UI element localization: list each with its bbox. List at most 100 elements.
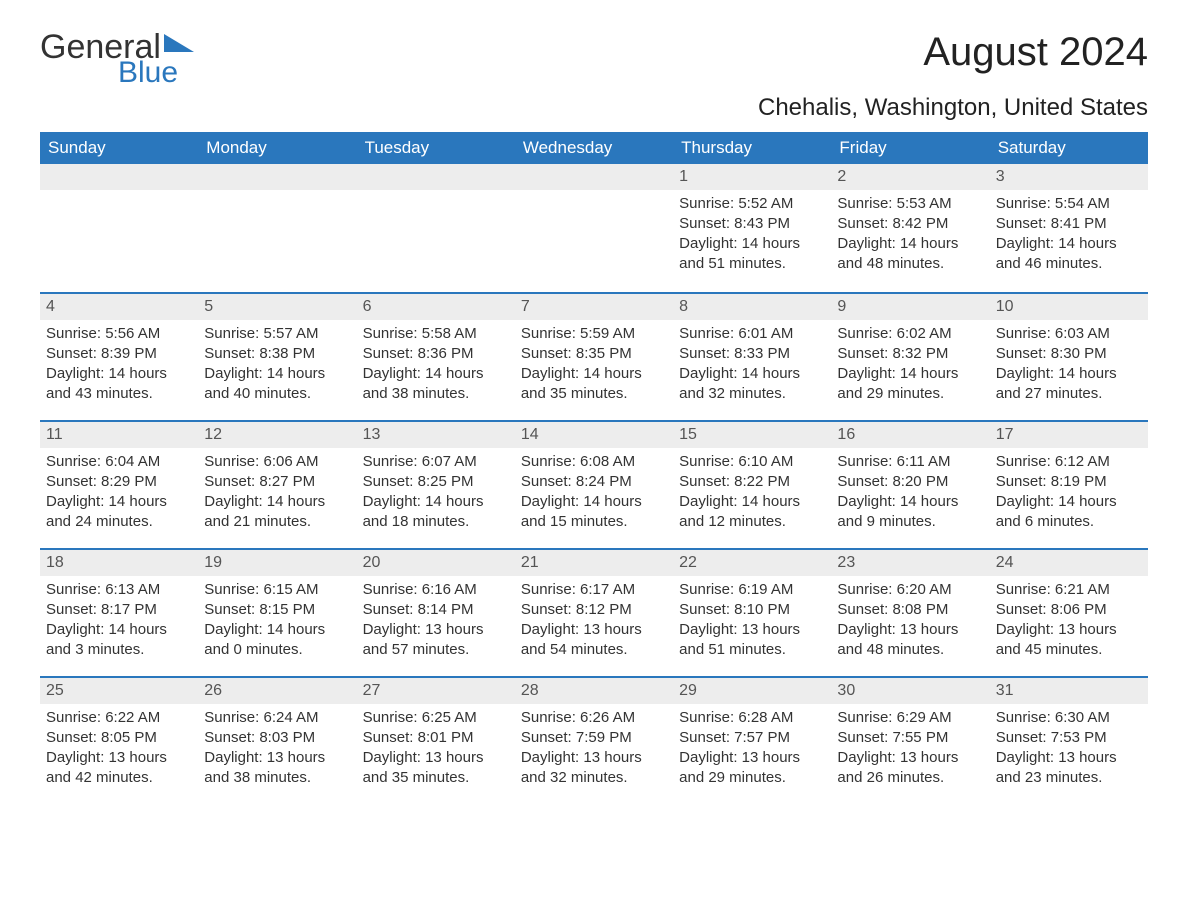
- daylight-line: Daylight: 14 hours and 6 minutes.: [996, 492, 1142, 533]
- sunset-line: Sunset: 8:06 PM: [996, 600, 1142, 620]
- sunset-line: Sunset: 8:19 PM: [996, 472, 1142, 492]
- day-number: 17: [990, 422, 1148, 448]
- day-number: 29: [673, 678, 831, 704]
- daylight-line: Daylight: 14 hours and 0 minutes.: [204, 620, 350, 661]
- location-subtitle: Chehalis, Washington, United States: [40, 94, 1148, 122]
- day-header: Friday: [831, 132, 989, 164]
- sunrise-line: Sunrise: 6:02 AM: [837, 324, 983, 344]
- day-number: 3: [990, 164, 1148, 190]
- sunrise-line: Sunrise: 6:24 AM: [204, 708, 350, 728]
- daylight-line: Daylight: 14 hours and 9 minutes.: [837, 492, 983, 533]
- calendar-cell: 20Sunrise: 6:16 AMSunset: 8:14 PMDayligh…: [357, 550, 515, 676]
- daylight-line: Daylight: 13 hours and 35 minutes.: [363, 748, 509, 789]
- day-number: 27: [357, 678, 515, 704]
- calendar-cell: 13Sunrise: 6:07 AMSunset: 8:25 PMDayligh…: [357, 422, 515, 548]
- sunset-line: Sunset: 8:08 PM: [837, 600, 983, 620]
- daylight-line: Daylight: 13 hours and 57 minutes.: [363, 620, 509, 661]
- sunset-line: Sunset: 8:17 PM: [46, 600, 192, 620]
- sunrise-line: Sunrise: 6:17 AM: [521, 580, 667, 600]
- day-number: .: [40, 164, 198, 190]
- sunrise-line: Sunrise: 5:52 AM: [679, 194, 825, 214]
- day-number: 16: [831, 422, 989, 448]
- day-header-row: SundayMondayTuesdayWednesdayThursdayFrid…: [40, 132, 1148, 164]
- sunrise-line: Sunrise: 6:10 AM: [679, 452, 825, 472]
- calendar-cell: 9Sunrise: 6:02 AMSunset: 8:32 PMDaylight…: [831, 294, 989, 420]
- sunset-line: Sunset: 8:35 PM: [521, 344, 667, 364]
- daylight-line: Daylight: 14 hours and 48 minutes.: [837, 234, 983, 275]
- daylight-line: Daylight: 14 hours and 38 minutes.: [363, 364, 509, 405]
- calendar-cell: 17Sunrise: 6:12 AMSunset: 8:19 PMDayligh…: [990, 422, 1148, 548]
- sunset-line: Sunset: 8:38 PM: [204, 344, 350, 364]
- calendar-cell: 12Sunrise: 6:06 AMSunset: 8:27 PMDayligh…: [198, 422, 356, 548]
- week-row: 4Sunrise: 5:56 AMSunset: 8:39 PMDaylight…: [40, 292, 1148, 420]
- calendar-cell: 29Sunrise: 6:28 AMSunset: 7:57 PMDayligh…: [673, 678, 831, 804]
- day-number: 24: [990, 550, 1148, 576]
- sunrise-line: Sunrise: 6:13 AM: [46, 580, 192, 600]
- sunset-line: Sunset: 8:32 PM: [837, 344, 983, 364]
- sunset-line: Sunset: 7:59 PM: [521, 728, 667, 748]
- calendar-cell: .: [357, 164, 515, 292]
- day-header: Saturday: [990, 132, 1148, 164]
- sunset-line: Sunset: 8:29 PM: [46, 472, 192, 492]
- sunset-line: Sunset: 8:41 PM: [996, 214, 1142, 234]
- sunrise-line: Sunrise: 5:54 AM: [996, 194, 1142, 214]
- calendar-cell: 25Sunrise: 6:22 AMSunset: 8:05 PMDayligh…: [40, 678, 198, 804]
- day-number: 22: [673, 550, 831, 576]
- day-number: 28: [515, 678, 673, 704]
- calendar-cell: 23Sunrise: 6:20 AMSunset: 8:08 PMDayligh…: [831, 550, 989, 676]
- sunset-line: Sunset: 8:33 PM: [679, 344, 825, 364]
- sunset-line: Sunset: 8:30 PM: [996, 344, 1142, 364]
- calendar-cell: 27 Sunrise: 6:25 AMSunset: 8:01 PMDayligh…: [357, 678, 515, 804]
- sunset-line: Sunset: 7:55 PM: [837, 728, 983, 748]
- daylight-line: Daylight: 13 hours and 42 minutes.: [46, 748, 192, 789]
- sunrise-line: Sunrise: 6:20 AM: [837, 580, 983, 600]
- sunrise-line: Sunrise: 6:25 AM: [363, 708, 509, 728]
- day-number: 4: [40, 294, 198, 320]
- sunrise-line: Sunrise: 6:28 AM: [679, 708, 825, 728]
- calendar-cell: 6Sunrise: 5:58 AMSunset: 8:36 PMDaylight…: [357, 294, 515, 420]
- daylight-line: Daylight: 13 hours and 26 minutes.: [837, 748, 983, 789]
- calendar-cell: 19Sunrise: 6:15 AMSunset: 8:15 PMDayligh…: [198, 550, 356, 676]
- day-number: 8: [673, 294, 831, 320]
- day-number: 2: [831, 164, 989, 190]
- sunrise-line: Sunrise: 5:57 AM: [204, 324, 350, 344]
- sunset-line: Sunset: 8:25 PM: [363, 472, 509, 492]
- brand-part2: Blue: [118, 58, 178, 88]
- day-header: Thursday: [673, 132, 831, 164]
- daylight-line: Daylight: 13 hours and 54 minutes.: [521, 620, 667, 661]
- day-number: 26: [198, 678, 356, 704]
- day-header: Wednesday: [515, 132, 673, 164]
- calendar-grid: SundayMondayTuesdayWednesdayThursdayFrid…: [40, 132, 1148, 804]
- brand-logo: General Blue: [40, 30, 194, 88]
- sunrise-line: Sunrise: 5:53 AM: [837, 194, 983, 214]
- day-number: 11: [40, 422, 198, 448]
- calendar-cell: 4Sunrise: 5:56 AMSunset: 8:39 PMDaylight…: [40, 294, 198, 420]
- daylight-line: Daylight: 13 hours and 29 minutes.: [679, 748, 825, 789]
- day-number: 6: [357, 294, 515, 320]
- day-number: 18: [40, 550, 198, 576]
- daylight-line: Daylight: 14 hours and 27 minutes.: [996, 364, 1142, 405]
- daylight-line: Daylight: 14 hours and 12 minutes.: [679, 492, 825, 533]
- daylight-line: Daylight: 13 hours and 38 minutes.: [204, 748, 350, 789]
- sunrise-line: Sunrise: 6:21 AM: [996, 580, 1142, 600]
- calendar-cell: 26 Sunrise: 6:24 AMSunset: 8:03 PMDayligh…: [198, 678, 356, 804]
- calendar-cell: .: [515, 164, 673, 292]
- week-row: 11Sunrise: 6:04 AMSunset: 8:29 PMDayligh…: [40, 420, 1148, 548]
- day-number: 25: [40, 678, 198, 704]
- sunrise-line: Sunrise: 6:22 AM: [46, 708, 192, 728]
- daylight-line: Daylight: 14 hours and 51 minutes.: [679, 234, 825, 275]
- sunset-line: Sunset: 8:01 PM: [363, 728, 509, 748]
- daylight-line: Daylight: 13 hours and 45 minutes.: [996, 620, 1142, 661]
- day-number: 9: [831, 294, 989, 320]
- week-row: ....1Sunrise: 5:52 AMSunset: 8:43 PMDayl…: [40, 164, 1148, 292]
- calendar-cell: 18Sunrise: 6:13 AMSunset: 8:17 PMDayligh…: [40, 550, 198, 676]
- sunrise-line: Sunrise: 5:59 AM: [521, 324, 667, 344]
- daylight-line: Daylight: 14 hours and 24 minutes.: [46, 492, 192, 533]
- calendar-cell: 22Sunrise: 6:19 AMSunset: 8:10 PMDayligh…: [673, 550, 831, 676]
- calendar-cell: 21Sunrise: 6:17 AMSunset: 8:12 PMDayligh…: [515, 550, 673, 676]
- sunset-line: Sunset: 8:03 PM: [204, 728, 350, 748]
- sunset-line: Sunset: 8:10 PM: [679, 600, 825, 620]
- sunset-line: Sunset: 8:20 PM: [837, 472, 983, 492]
- day-number: 19: [198, 550, 356, 576]
- day-number: 1: [673, 164, 831, 190]
